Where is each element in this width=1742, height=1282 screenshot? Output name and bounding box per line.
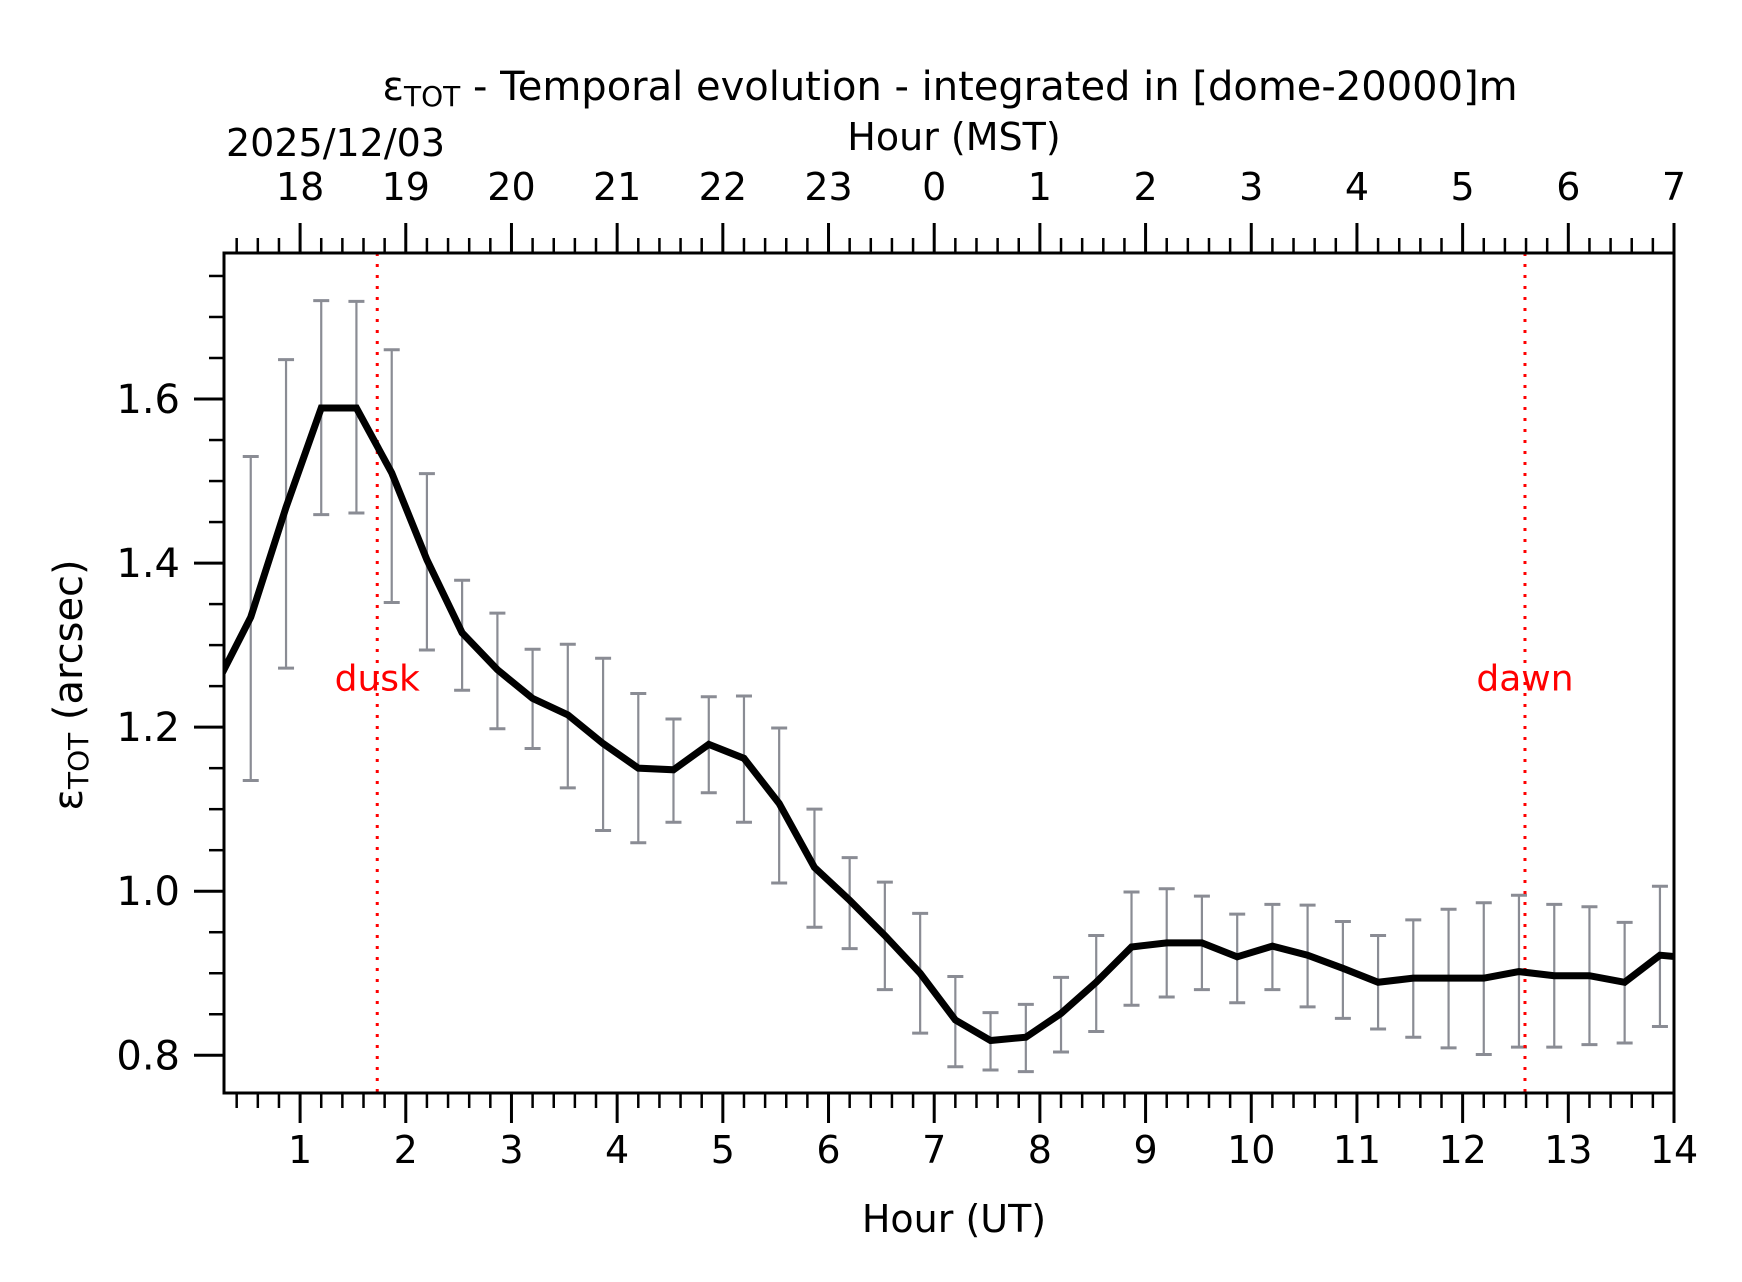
x2-tick-label: 18 — [276, 165, 324, 209]
x-tick-label: 3 — [499, 1128, 523, 1172]
chart-title: εTOT - Temporal evolution - integrated i… — [382, 64, 1517, 113]
x2-tick-label: 23 — [804, 165, 852, 209]
x2-tick-label: 19 — [382, 165, 430, 209]
x2-tick-label: 7 — [1662, 165, 1686, 209]
plot-frame — [222, 251, 1676, 1095]
x-tick-label: 2 — [394, 1128, 418, 1172]
y-tick-label: 0.8 — [116, 1033, 180, 1079]
plot-area: dusk dawn — [224, 253, 1674, 1093]
x-tick-label: 1 — [288, 1128, 312, 1172]
y-axis-label-subscript: TOT — [62, 732, 95, 790]
x-tick-label: 9 — [1133, 1128, 1157, 1172]
x-tick-label: 5 — [711, 1128, 735, 1172]
x-axis-label: Hour (UT) — [862, 1197, 1046, 1241]
y-axis-label: εTOT (arcsec) — [46, 559, 95, 810]
x-tick-label: 13 — [1544, 1128, 1592, 1172]
x2-tick-label: 6 — [1556, 165, 1580, 209]
x-tick-label: 14 — [1650, 1128, 1698, 1172]
x2-tick-label: 4 — [1345, 165, 1369, 209]
y-tick-label: 1.2 — [116, 705, 180, 751]
x2-tick-label: 5 — [1451, 165, 1475, 209]
x-tick-label: 4 — [605, 1128, 629, 1172]
x2-tick-label: 0 — [922, 165, 946, 209]
x2-tick-label: 20 — [487, 165, 535, 209]
series-line — [224, 404, 1674, 1045]
x-tick-label: 8 — [1028, 1128, 1052, 1172]
x-tick-label: 11 — [1333, 1128, 1381, 1172]
x-tick-label: 6 — [816, 1128, 840, 1172]
date-label: 2025/12/03 — [226, 121, 445, 165]
y-tick-label: 1.6 — [116, 377, 180, 423]
dusk-label: dusk — [335, 658, 420, 699]
y-tick-label: 1.0 — [116, 869, 180, 915]
top-axis-label: Hour (MST) — [847, 115, 1060, 159]
x-tick-label: 7 — [922, 1128, 946, 1172]
x2-tick-label: 1 — [1028, 165, 1052, 209]
x-tick-label: 10 — [1227, 1128, 1275, 1172]
dawn-label: dawn — [1476, 658, 1573, 699]
y-tick-label: 1.4 — [116, 541, 180, 587]
x2-tick-label: 2 — [1133, 165, 1157, 209]
x2-tick-label: 3 — [1239, 165, 1263, 209]
plot-clip-group — [224, 253, 1674, 1093]
x-tick-label: 12 — [1438, 1128, 1486, 1172]
chart-title-rest: - Temporal evolution - integrated in [do… — [460, 64, 1517, 110]
x2-tick-label: 22 — [699, 165, 747, 209]
x2-tick-label: 21 — [593, 165, 641, 209]
chart-title-subscript: TOT — [403, 80, 461, 113]
